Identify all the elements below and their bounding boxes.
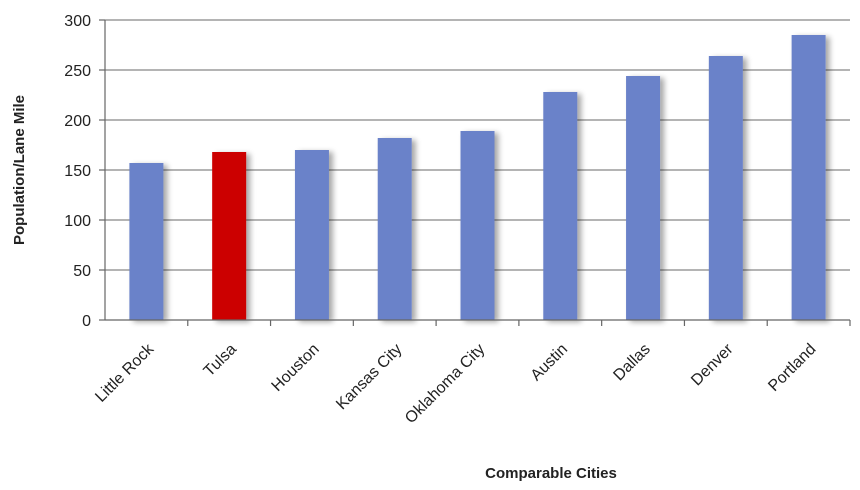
y-tick-label: 0 (82, 313, 91, 330)
x-category-label: Dallas (610, 341, 653, 384)
x-category-label: Little Rock (92, 340, 158, 406)
y-tick-label: 300 (64, 13, 91, 30)
y-axis-title: Population/Lane Mile (11, 95, 28, 245)
x-category-label: Kansas City (333, 341, 405, 413)
y-tick-label: 250 (64, 63, 91, 80)
y-tick-label: 100 (64, 213, 91, 230)
bar-dallas (626, 76, 661, 320)
x-category-label: Portland (765, 341, 819, 395)
bar-little-rock (129, 163, 164, 320)
x-category-label: Tulsa (201, 341, 240, 380)
y-tick-labels: 0 50 100 150 200 250 300 (64, 13, 91, 330)
x-category-labels: Little Rock Tulsa Houston Kansas CityOklaho… (92, 340, 819, 427)
axes (99, 19, 851, 326)
x-category-label: Houston (269, 341, 323, 395)
x-category-label: Oklahoma City (402, 341, 488, 427)
x-category-label: Denver (688, 340, 737, 389)
y-tick-label: 150 (64, 163, 91, 180)
bar-kansas-city (377, 138, 412, 320)
bar-denver (708, 56, 743, 320)
bars (129, 35, 826, 320)
bar-portland (791, 35, 826, 320)
x-axis-title: Comparable Cities (485, 465, 617, 482)
bar-oklahoma-city (460, 131, 495, 320)
bar-houston (294, 150, 329, 320)
y-tick-label: 50 (73, 263, 91, 280)
bar-tulsa (212, 152, 247, 320)
bar-austin (543, 92, 578, 320)
x-category-label: Austin (528, 341, 571, 384)
y-tick-label: 200 (64, 113, 91, 130)
